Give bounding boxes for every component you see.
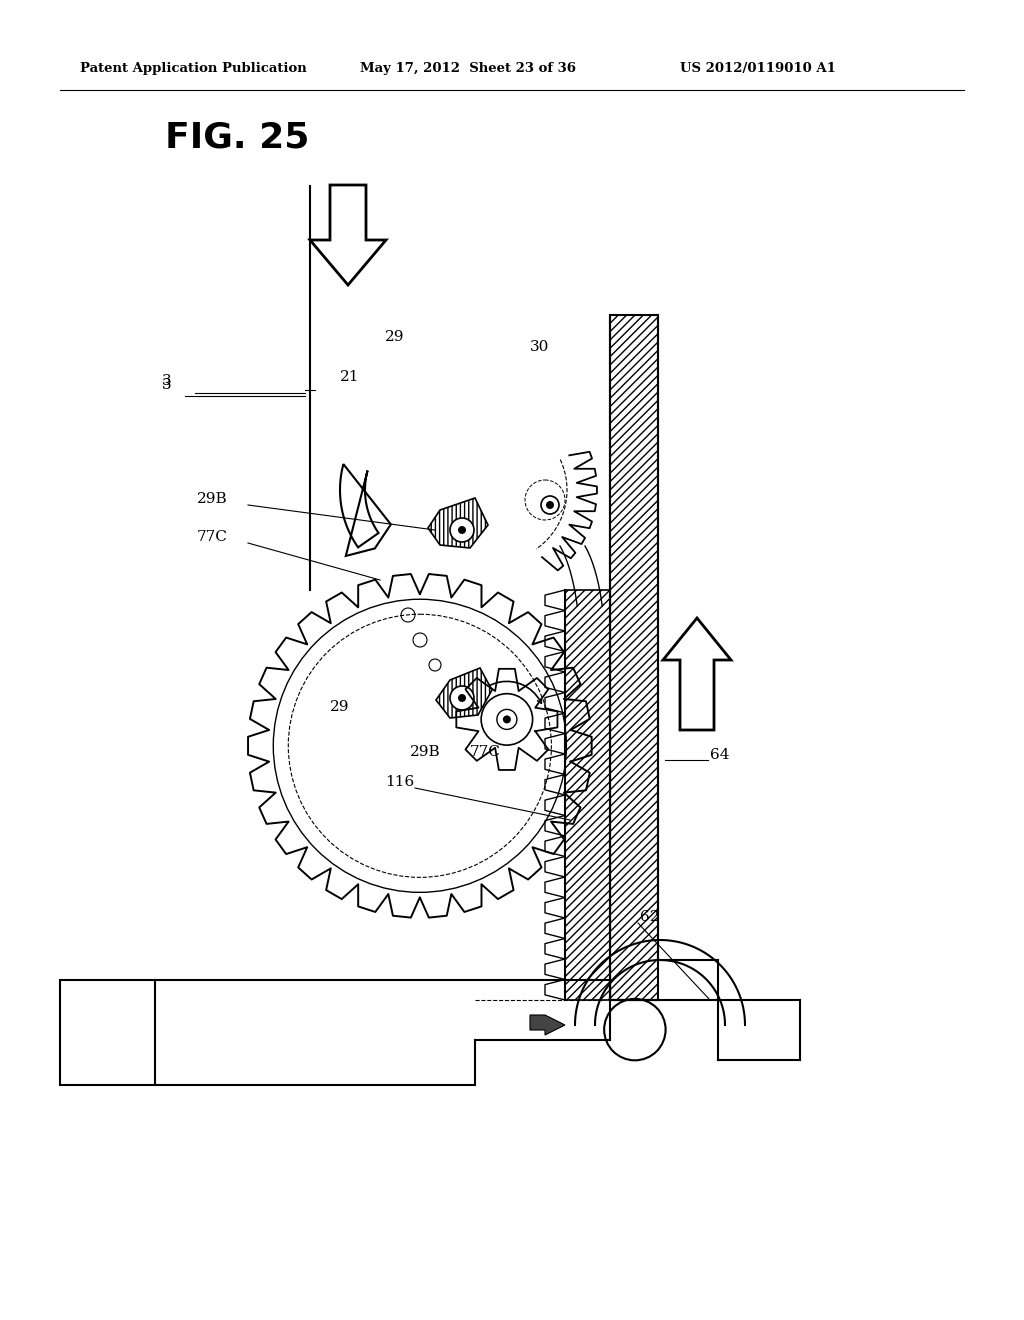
Polygon shape (565, 590, 610, 1001)
Polygon shape (436, 668, 492, 718)
Circle shape (541, 496, 559, 513)
Circle shape (450, 517, 474, 543)
Circle shape (503, 715, 511, 723)
Text: May 17, 2012  Sheet 23 of 36: May 17, 2012 Sheet 23 of 36 (360, 62, 575, 75)
Text: 116: 116 (385, 775, 415, 789)
Text: 29: 29 (330, 700, 349, 714)
Circle shape (458, 525, 466, 535)
Circle shape (546, 502, 554, 510)
Text: 29B: 29B (410, 744, 440, 759)
Text: FIG. 25: FIG. 25 (165, 120, 309, 154)
Text: 3: 3 (162, 378, 172, 392)
Circle shape (450, 686, 474, 710)
Text: 64: 64 (710, 748, 729, 762)
Polygon shape (663, 618, 731, 730)
Text: 29: 29 (385, 330, 404, 345)
Text: 77C: 77C (197, 531, 228, 544)
Polygon shape (610, 315, 658, 1001)
Text: US 2012/0119010 A1: US 2012/0119010 A1 (680, 62, 836, 75)
Polygon shape (428, 498, 488, 548)
Text: 62: 62 (640, 909, 659, 924)
Text: 21: 21 (340, 370, 359, 384)
Polygon shape (60, 979, 155, 1085)
Text: 29B: 29B (197, 492, 227, 506)
Polygon shape (340, 465, 391, 556)
Text: 30: 30 (530, 341, 549, 354)
Text: Patent Application Publication: Patent Application Publication (80, 62, 307, 75)
Polygon shape (530, 1015, 565, 1035)
Text: 77C: 77C (470, 744, 501, 759)
Polygon shape (310, 185, 386, 285)
Text: 3: 3 (162, 374, 172, 388)
Circle shape (458, 694, 466, 702)
